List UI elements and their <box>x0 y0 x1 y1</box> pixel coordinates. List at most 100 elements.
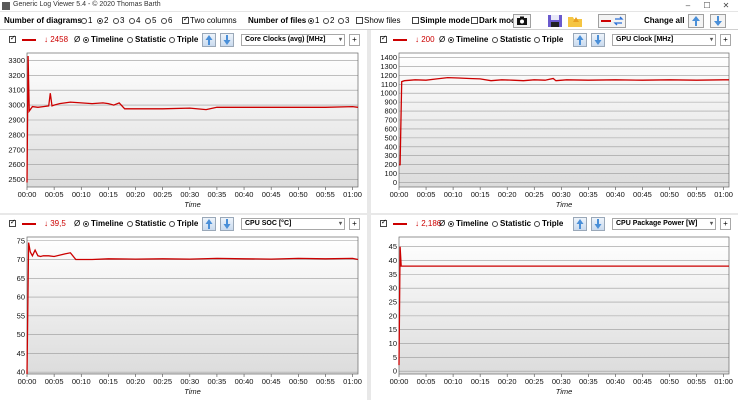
statistic-label: Statistic <box>500 219 532 228</box>
average-toggle[interactable]: Ø <box>74 35 81 44</box>
mode-radio-timeline[interactable]: Timeline <box>448 35 488 44</box>
statistic-label: Statistic <box>135 35 167 44</box>
series-color-swatch[interactable] <box>393 223 407 225</box>
change-all-label: Change all <box>644 16 685 25</box>
sensor-select[interactable]: Core Clocks (avg) [MHz] ▾ <box>241 34 345 46</box>
y-tick-label: 70 <box>17 255 25 264</box>
change-all-down-button[interactable] <box>710 14 726 28</box>
add-file-button[interactable]: + <box>349 218 360 230</box>
timeline-chart: 0 5 10 15 20 25 30 35 40 45 00:00 00:05 00:10 00:15 00… <box>389 236 733 396</box>
x-tick-label: 00:35 <box>208 190 227 199</box>
add-file-button[interactable]: + <box>720 218 731 230</box>
timeline-chart: 0100200300400500600700800900100011001200… <box>380 52 733 209</box>
series-color-swatch[interactable] <box>22 223 36 225</box>
change-all-up-button[interactable] <box>688 14 704 28</box>
show-files-checkbox[interactable]: Show files <box>356 16 400 25</box>
files-radio-3[interactable]: 3 <box>338 16 349 25</box>
move-up-button[interactable] <box>202 217 216 231</box>
arrow-down-icon <box>594 219 602 229</box>
x-tick-label: 00:55 <box>687 377 706 386</box>
y-tick-label: 2900 <box>8 116 25 125</box>
mode-radio-triple[interactable]: Triple <box>169 219 198 228</box>
diagrams-radio-2[interactable]: 2 <box>97 16 108 25</box>
mode-radio-triple[interactable]: Triple <box>534 35 563 44</box>
open-folder-button[interactable] <box>567 14 583 28</box>
diagrams-radio-6[interactable]: 6 <box>161 16 172 25</box>
move-down-button[interactable] <box>591 33 605 47</box>
visible-checkbox[interactable] <box>380 218 387 228</box>
radio-icon <box>169 220 175 227</box>
mode-radio-timeline[interactable]: Timeline <box>83 219 123 228</box>
mode-radio-timeline[interactable]: Timeline <box>448 219 488 228</box>
panel-header: ↓ 200 Ø Timeline Statistic Triple GPU Clock [… <box>371 31 738 49</box>
mode-radio-statistic[interactable]: Statistic <box>492 219 531 228</box>
files-radio-2[interactable]: 2 <box>323 16 334 25</box>
x-tick-label: 00:00 <box>18 377 37 386</box>
mode-radio-timeline[interactable]: Timeline <box>83 35 123 44</box>
sensor-select[interactable]: CPU SOC [°C] ▾ <box>241 218 345 230</box>
simple-mode-checkbox[interactable]: Simple mode <box>412 16 470 25</box>
y-tick-label: 3300 <box>8 56 25 65</box>
visible-checkbox[interactable] <box>9 218 16 228</box>
x-tick-label: 01:00 <box>714 377 733 386</box>
y-tick-label: 30 <box>389 284 397 293</box>
y-tick-label: 1000 <box>380 89 397 98</box>
add-file-button[interactable]: + <box>349 34 360 46</box>
diagrams-radio-5[interactable]: 5 <box>145 16 156 25</box>
visible-checkbox[interactable] <box>380 34 387 44</box>
y-tick-label: 400 <box>384 142 397 151</box>
mode-radio-triple[interactable]: Triple <box>169 35 198 44</box>
average-toggle[interactable]: Ø <box>439 219 446 228</box>
mode-radio-statistic[interactable]: Statistic <box>492 35 531 44</box>
series-color-swatch[interactable] <box>22 39 36 41</box>
x-tick-label: 00:10 <box>444 190 463 199</box>
sensor-select[interactable]: CPU Package Power [W] ▾ <box>612 218 716 230</box>
close-button[interactable]: ✕ <box>722 1 730 10</box>
sensor-select[interactable]: GPU Clock [MHz] ▾ <box>612 34 716 46</box>
mode-radio-statistic[interactable]: Statistic <box>127 219 166 228</box>
diagrams-radio-4[interactable]: 4 <box>129 16 140 25</box>
screenshot-button[interactable] <box>513 14 531 28</box>
add-file-button[interactable]: + <box>720 34 731 46</box>
average-toggle[interactable]: Ø <box>74 219 81 228</box>
arrow-down-icon <box>223 35 231 45</box>
timeline-chart: 40 45 50 55 60 65 70 75 00:00 00:05 00:10 00:15 00:2… <box>17 236 362 396</box>
sensor-name: GPU Clock [MHz] <box>616 36 674 43</box>
visible-checkbox[interactable] <box>9 34 16 44</box>
y-tick-label: 500 <box>384 133 397 142</box>
row-divider[interactable] <box>0 213 738 215</box>
timeline-chart: 2500 2600 2700 2800 2900 3000 3100 3200 3300 00:0… <box>8 52 362 209</box>
y-tick-label: 3200 <box>8 71 25 80</box>
plot-area <box>399 237 729 374</box>
mode-radio-statistic[interactable]: Statistic <box>127 35 166 44</box>
average-toggle[interactable]: Ø <box>439 35 446 44</box>
radio-icon <box>534 220 540 227</box>
x-tick-label: 00:25 <box>525 190 544 199</box>
dark-mode-checkbox[interactable]: Dark mod <box>471 16 516 25</box>
column-divider[interactable] <box>367 30 371 400</box>
move-up-button[interactable] <box>573 217 587 231</box>
files-radio-1[interactable]: 1 <box>308 16 319 25</box>
y-tick-label: 2700 <box>8 145 25 154</box>
minimize-button[interactable]: – <box>685 1 691 10</box>
diagrams-radio-1[interactable]: 1 <box>81 16 92 25</box>
x-tick-label: 01:00 <box>343 377 362 386</box>
move-up-button[interactable] <box>573 33 587 47</box>
swap-colors-button[interactable] <box>598 14 626 28</box>
series-color-swatch[interactable] <box>393 39 407 41</box>
x-tick-label: 00:45 <box>262 377 281 386</box>
move-down-button[interactable] <box>591 217 605 231</box>
chevron-down-icon: ▾ <box>338 221 342 227</box>
x-tick-label: 00:00 <box>18 190 37 199</box>
move-up-button[interactable] <box>202 33 216 47</box>
move-down-button[interactable] <box>220 33 234 47</box>
move-down-button[interactable] <box>220 217 234 231</box>
mode-radio-triple[interactable]: Triple <box>534 219 563 228</box>
y-tick-label: 1100 <box>381 80 397 89</box>
two-columns-checkbox[interactable]: Two columns <box>182 15 237 25</box>
save-button[interactable] <box>547 14 565 28</box>
diagrams-radio-3[interactable]: 3 <box>113 16 124 25</box>
sensor-name: CPU Package Power [W] <box>616 220 698 227</box>
maximize-button[interactable]: ☐ <box>703 1 711 10</box>
